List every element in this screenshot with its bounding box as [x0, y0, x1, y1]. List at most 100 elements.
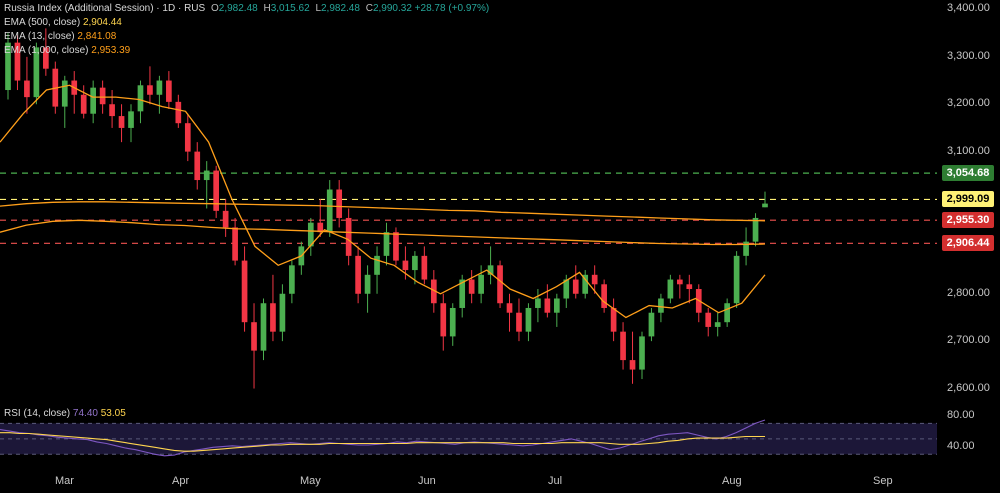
candle-body	[620, 331, 626, 361]
rsi-band	[0, 423, 937, 455]
ema-13-label: EMA (13, close)	[4, 31, 75, 42]
ema-500-line	[0, 219, 766, 246]
candle-body	[270, 303, 276, 332]
candle-body	[497, 265, 503, 304]
candle-body	[90, 87, 97, 114]
high-value: 3,015.62	[270, 3, 310, 14]
candle-body	[14, 42, 21, 81]
candle-body	[459, 279, 466, 308]
candle-body	[686, 284, 693, 290]
price-levels	[0, 172, 937, 455]
open-value: 2,982.48	[218, 3, 258, 14]
candle-body	[137, 85, 144, 112]
time-tick-label: Jun	[418, 475, 436, 487]
candle-body	[516, 312, 522, 332]
rsi-ma-line	[0, 432, 765, 452]
candles	[5, 28, 768, 389]
symbol-line: Russia Index (Additional Session) · 1D ·…	[4, 3, 206, 14]
candle-body	[241, 260, 248, 323]
change-value: +28.78 (+0.97%)	[414, 3, 490, 14]
candle-body	[80, 94, 87, 114]
candle-body	[506, 303, 513, 313]
candle-body	[374, 255, 380, 275]
candle-body	[762, 203, 768, 208]
candle-body	[99, 87, 106, 105]
candle-body	[203, 170, 210, 181]
candle-body	[676, 279, 683, 285]
low-value: 2,982.48	[321, 3, 360, 14]
candle-body	[251, 322, 257, 351]
candle-body	[658, 298, 664, 313]
ema-500-value: 2,904.44	[82, 17, 122, 28]
candle-body	[743, 241, 749, 256]
candle-body	[601, 284, 607, 308]
candle-body	[194, 151, 201, 181]
candle-body	[175, 101, 182, 124]
candle-body	[232, 227, 238, 261]
candle-body	[317, 222, 324, 233]
candle-body	[393, 232, 399, 261]
rsi-ma-value: 53.05	[100, 408, 126, 419]
candle-body	[61, 80, 68, 107]
rsi-label: RSI (14, close)	[4, 408, 71, 419]
candle-body	[222, 210, 229, 228]
price-tick-label: 2,700.00	[947, 334, 990, 347]
ema-500-label: EMA (500, close)	[4, 17, 81, 28]
ema-13-line	[0, 84, 766, 319]
candle-body	[449, 307, 456, 337]
ema-13-value: 2,841.08	[77, 31, 117, 42]
ema-13-legend[interactable]: EMA (13, close) 2,841.08	[4, 30, 116, 43]
price-badge: 3,054.68	[942, 165, 994, 182]
rsi-legend[interactable]: RSI (14, close) 74.40 53.05	[4, 407, 126, 420]
candle-body	[33, 47, 40, 98]
time-tick-label: Sep	[873, 475, 893, 487]
candle-body	[440, 303, 447, 337]
candle-body	[355, 255, 361, 294]
time-tick-label: Jul	[548, 475, 563, 487]
price-tick-label: 3,300.00	[947, 49, 990, 62]
price-tick-label: 2,600.00	[947, 381, 990, 394]
candle-body	[629, 360, 636, 370]
rsi-tick-label: 80.00	[947, 408, 975, 421]
rsi-value: 74.40	[72, 408, 98, 419]
candle-body	[610, 307, 617, 332]
candle-body	[525, 307, 532, 332]
candle-body	[345, 217, 352, 256]
candle-body	[563, 279, 570, 299]
candle-body	[478, 274, 484, 294]
candle-body	[487, 265, 494, 275]
symbol-legend[interactable]: Russia Index (Additional Session) · 1D ·…	[4, 3, 490, 14]
candle-body	[412, 255, 418, 271]
close-value: 2,990.32	[372, 3, 412, 14]
rsi-lines	[0, 419, 766, 457]
candle-body	[147, 85, 153, 95]
candle-body	[364, 274, 371, 294]
candle-body	[307, 222, 314, 247]
candle-body	[279, 293, 286, 332]
ema-1000-line	[0, 201, 766, 222]
ema-1000-legend[interactable]: EMA (1,000, close) 2,953.39	[4, 44, 130, 57]
price-tick-label: 3,400.00	[947, 2, 990, 15]
candle-body	[468, 279, 475, 294]
candle-body	[733, 255, 740, 304]
candle-body	[128, 111, 134, 128]
candle-body	[648, 312, 655, 337]
price-tick-label: 3,100.00	[947, 144, 990, 157]
time-tick-label: May	[300, 475, 321, 487]
price-tick-label: 2,800.00	[947, 286, 990, 299]
candle-body	[5, 42, 11, 91]
ema-1000-value: 2,953.39	[91, 45, 131, 56]
candle-body	[109, 104, 115, 117]
candle-body	[430, 279, 437, 304]
candle-body	[639, 336, 645, 370]
candle-body	[213, 170, 220, 211]
price-badge: 2,955.30	[942, 212, 994, 229]
ema-500-legend[interactable]: EMA (500, close) 2,904.44	[4, 16, 122, 29]
candle-body	[582, 274, 589, 294]
candle-body	[289, 265, 295, 294]
candle-body	[118, 116, 125, 128]
price-badge: 2,906.44	[942, 235, 994, 252]
ema-lines	[0, 84, 766, 319]
candle-body	[24, 80, 30, 98]
